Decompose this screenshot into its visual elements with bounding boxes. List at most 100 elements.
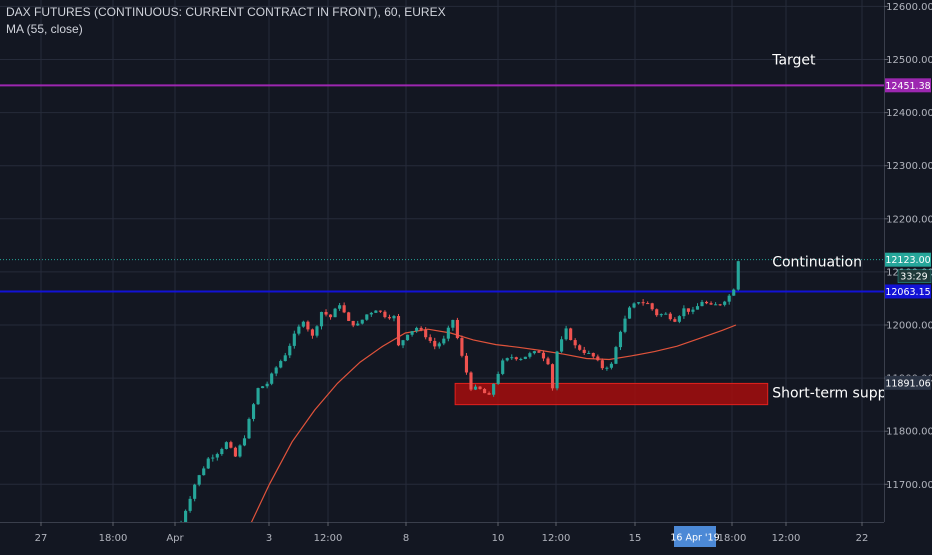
candle-body	[686, 308, 690, 312]
candle-body	[492, 383, 496, 395]
candle-body	[351, 320, 355, 326]
price-tick-label: 12400.00	[886, 108, 932, 119]
price-axis[interactable]: 11700.0011800.0011900.0012000.0012100.00…	[884, 0, 932, 550]
time-tick-label: 18:00	[99, 533, 128, 544]
time-tick-label: 10	[492, 533, 505, 544]
candle-body	[396, 316, 401, 346]
candle-body	[727, 295, 731, 302]
candle-body	[704, 301, 709, 304]
candle-body	[532, 351, 536, 354]
candle-body	[614, 347, 618, 364]
price-badge	[885, 252, 931, 267]
candle-body	[582, 349, 586, 353]
candle-body	[392, 316, 396, 319]
candle-body	[229, 442, 233, 448]
candle-body	[455, 319, 459, 339]
candle-body	[682, 308, 686, 317]
time-tick-label: 8	[403, 533, 409, 544]
candle-body	[437, 343, 441, 347]
candle-body	[238, 445, 242, 457]
candle-body	[270, 373, 274, 384]
candle-body	[374, 310, 378, 313]
candle-body	[569, 328, 573, 341]
candle-body	[478, 386, 482, 390]
candles-layer	[179, 260, 740, 528]
candle-body	[677, 316, 681, 322]
candle-body	[406, 334, 410, 341]
candle-body	[360, 319, 364, 324]
symbol-title: DAX FUTURES (CONTINUOUS: CURRENT CONTRAC…	[6, 5, 446, 19]
candle-body	[415, 327, 419, 332]
moving-average-line	[246, 324, 737, 533]
candle-body	[700, 301, 704, 307]
candle-body	[197, 475, 201, 485]
candle-body	[723, 301, 727, 305]
candle-body	[732, 289, 736, 296]
candle-body	[641, 302, 645, 304]
candle-body	[591, 352, 595, 357]
candle-body	[433, 340, 437, 347]
candle-body	[709, 303, 713, 305]
candle-body	[242, 438, 247, 446]
price-tick-label: 12300.00	[886, 161, 932, 172]
time-tick-label: 15	[629, 533, 642, 544]
price-badge-label: 12451.38	[885, 81, 930, 92]
marker-badge	[885, 375, 931, 390]
candle-body	[718, 304, 722, 306]
zone-layer	[454, 382, 769, 406]
candle-body	[514, 357, 518, 360]
candle-body	[428, 337, 432, 341]
candle-body	[315, 326, 319, 336]
candle-body	[387, 317, 392, 319]
price-tick-label: 12600.00	[886, 2, 932, 13]
time-axis[interactable]: 27 18:00 Apr 3 12:00 8 10 12:00 15 18:00 12:00 22 16…	[0, 522, 932, 550]
candle-body	[306, 321, 310, 330]
candle-body	[600, 360, 604, 369]
candle-body	[342, 305, 346, 313]
candle-body	[519, 358, 523, 360]
candle-body	[609, 363, 613, 368]
candle-body	[333, 308, 337, 318]
candle-body	[695, 306, 700, 310]
candle-body	[464, 355, 469, 373]
candle-body	[505, 358, 509, 361]
candle-body	[469, 372, 473, 390]
candle-body	[691, 309, 695, 312]
price-badge-label: 12123.00	[885, 255, 930, 266]
candle-body	[555, 351, 559, 389]
candle-body	[587, 352, 591, 354]
candle-body	[637, 302, 641, 304]
candle-body	[501, 360, 505, 374]
support-zone	[454, 382, 769, 406]
grid-lines	[0, 0, 884, 522]
candle-body	[202, 468, 206, 476]
candle-body	[328, 314, 333, 318]
candle-body	[224, 442, 228, 449]
candle-body	[596, 356, 600, 361]
candle-body	[206, 458, 210, 469]
time-tick-label: 12:00	[772, 533, 801, 544]
candle-body	[401, 340, 405, 346]
candle-body	[338, 305, 342, 309]
candle-body	[274, 367, 278, 374]
horizontal-lines-layer	[0, 84, 884, 293]
candle-body	[283, 355, 287, 362]
price-tick-label: 11800.00	[886, 427, 932, 438]
time-tick-label: Apr	[166, 533, 184, 544]
candle-body	[256, 388, 260, 405]
candle-body	[632, 303, 636, 308]
candle-body	[451, 319, 455, 328]
price-tick-label: 11700.00	[886, 480, 932, 491]
candle-body	[528, 353, 532, 357]
candle-body	[265, 383, 269, 387]
time-cursor-badge	[674, 526, 716, 547]
candle-body	[537, 351, 541, 353]
candle-body	[301, 321, 305, 327]
candle-body	[573, 340, 577, 346]
candle-body	[247, 418, 251, 439]
price-badge-label: 12063.15	[885, 287, 930, 298]
candle-body	[193, 484, 197, 499]
